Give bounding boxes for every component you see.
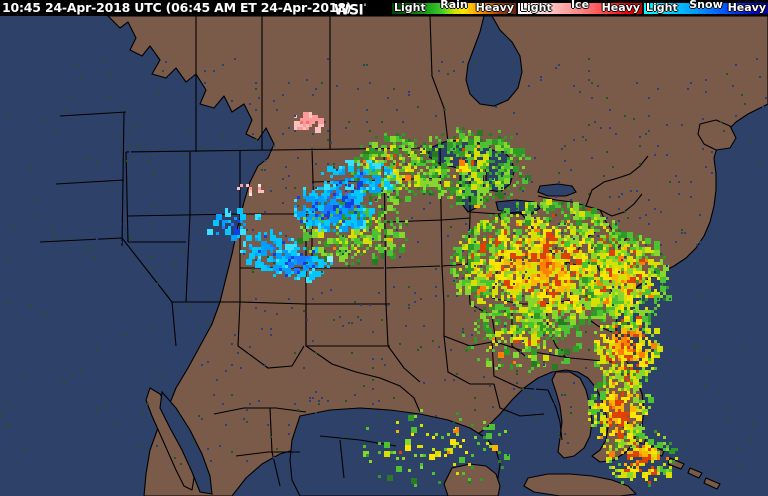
wsi-logo-text: WSI xyxy=(334,3,364,19)
header-bar: 10:45 24-Apr-2018 UTC (06:45 AM ET 24-Ap… xyxy=(0,0,768,19)
legend-group-ice: Light Ice Heavy xyxy=(518,0,642,16)
legend-gradient-ice xyxy=(518,3,642,14)
legend-rain-heavy-label: Heavy xyxy=(476,0,514,16)
legend-ice-heavy-label: Heavy xyxy=(602,0,640,16)
lake-ontario xyxy=(537,183,577,197)
legend-rain-title: Rain xyxy=(440,0,468,12)
radar-precipitation-layer xyxy=(0,16,768,496)
legend-rain-light-label: Light xyxy=(394,0,426,16)
legend-snow-title: Snow xyxy=(689,0,722,12)
wsi-logo-mark: ° xyxy=(363,3,367,11)
radar-map[interactable] xyxy=(0,16,768,496)
timestamp-label: 10:45 24-Apr-2018 UTC (06:45 AM ET 24-Ap… xyxy=(2,0,352,16)
precipitation-legend: Light Rain Heavy Light Ice Heavy Light S… xyxy=(390,0,768,16)
legend-group-snow: Light Snow Heavy xyxy=(644,0,768,16)
legend-ice-light-label: Light xyxy=(520,0,552,16)
legend-ice-title: Ice xyxy=(571,0,589,12)
legend-gradient-rain xyxy=(392,3,516,14)
legend-snow-light-label: Light xyxy=(646,0,678,16)
hudson-bay xyxy=(465,16,523,107)
legend-gradient-snow xyxy=(644,3,768,14)
wsi-logo: WSI° xyxy=(334,0,367,19)
legend-group-rain: Light Rain Heavy xyxy=(392,0,516,16)
cuba xyxy=(523,473,637,496)
legend-snow-heavy-label: Heavy xyxy=(728,0,766,16)
